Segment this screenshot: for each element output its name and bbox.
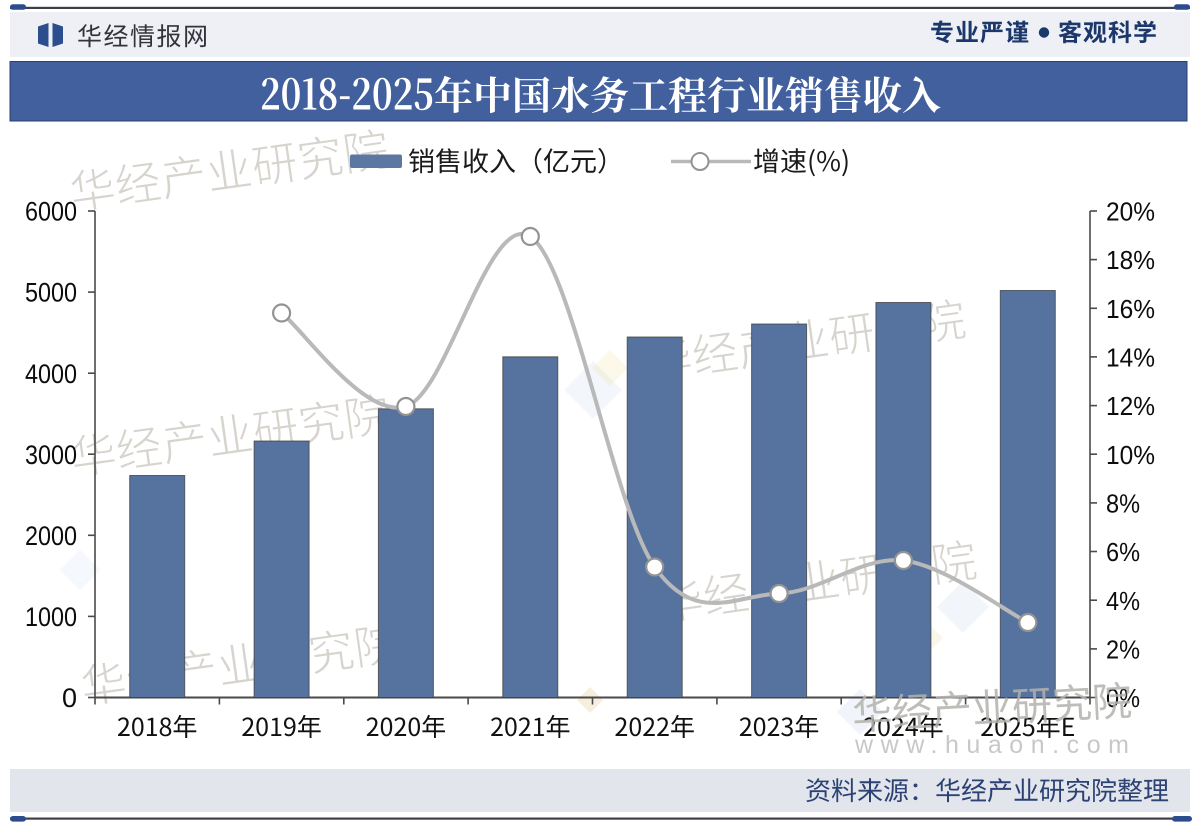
svg-text:6000: 6000 [25,197,77,227]
svg-text:8%: 8% [1106,489,1140,519]
svg-text:4000: 4000 [25,359,77,389]
svg-text:2%: 2% [1106,635,1140,665]
svg-text:5000: 5000 [25,278,77,308]
svg-text:4%: 4% [1106,586,1140,616]
svg-text:www.huaon.com: www.huaon.com [854,731,1129,759]
svg-text:6%: 6% [1106,537,1140,567]
svg-text:10%: 10% [1106,440,1155,470]
svg-text:14%: 14% [1106,343,1155,373]
svg-text:0: 0 [62,683,77,713]
svg-text:20%: 20% [1106,197,1155,227]
svg-text:18%: 18% [1106,245,1155,275]
svg-text:2000: 2000 [25,521,77,551]
svg-text:16%: 16% [1106,294,1155,324]
svg-text:3000: 3000 [25,440,77,470]
svg-text:12%: 12% [1106,391,1155,421]
svg-text:1000: 1000 [25,602,77,632]
